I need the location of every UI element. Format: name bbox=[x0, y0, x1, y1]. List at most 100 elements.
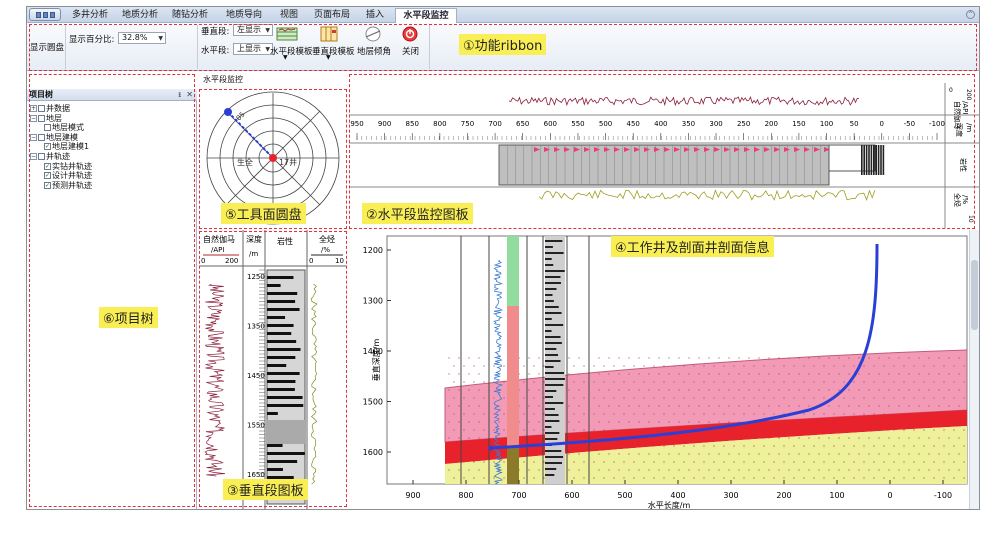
tab-drilling[interactable]: 随钻分析 bbox=[171, 10, 208, 20]
tree-item[interactable]: − 井轨迹 bbox=[30, 152, 70, 161]
layer-dot bbox=[708, 421, 710, 423]
tab-geology[interactable]: 地质分析 bbox=[121, 10, 158, 20]
tree-item[interactable]: + 井数据 bbox=[30, 104, 70, 113]
layer-dot bbox=[598, 405, 600, 407]
layer-dot bbox=[648, 405, 650, 407]
layer-dot bbox=[703, 397, 705, 399]
tree-item[interactable]: − 地层建模 bbox=[30, 133, 78, 142]
layer-dot bbox=[963, 381, 965, 383]
tree-item[interactable]: ✓ 预测井轨迹 bbox=[44, 181, 92, 190]
layer-dot bbox=[753, 413, 755, 415]
collapse-icon[interactable]: − bbox=[30, 114, 37, 122]
layer-dot bbox=[668, 437, 670, 439]
tab-page-layout[interactable]: 页面布局 bbox=[313, 10, 350, 20]
h-full-range-max: 10 bbox=[967, 215, 974, 223]
expand-icon[interactable]: + bbox=[30, 105, 37, 112]
application-menu-button[interactable] bbox=[29, 8, 61, 21]
layer-dot bbox=[643, 461, 645, 463]
section-x-tick-label: 600 bbox=[564, 491, 579, 500]
layer-dot bbox=[543, 429, 545, 431]
tree-item[interactable]: 地层模式 bbox=[44, 123, 84, 132]
layer-dot bbox=[818, 373, 820, 375]
tree-checkbox[interactable] bbox=[44, 124, 51, 132]
section-y-label: 垂直深度/m bbox=[371, 339, 381, 382]
layer-dot bbox=[908, 373, 910, 375]
layer-dot bbox=[543, 477, 545, 479]
tree-checkbox[interactable] bbox=[38, 133, 45, 141]
layer-dot bbox=[808, 357, 810, 359]
layer-dot bbox=[928, 389, 930, 391]
layer-dot bbox=[773, 429, 775, 431]
layer-dot bbox=[768, 437, 770, 439]
layer-dot bbox=[863, 429, 865, 431]
tree-item[interactable]: ✓ 地层建模1 bbox=[44, 142, 89, 151]
layer-dot bbox=[803, 381, 805, 383]
tab-insert[interactable]: 插入 bbox=[365, 10, 384, 20]
layer-dot bbox=[833, 461, 835, 463]
layer-dot bbox=[598, 373, 600, 375]
h-lith-marker bbox=[674, 147, 680, 152]
formation-dip-button[interactable]: 地层倾角 bbox=[355, 25, 391, 61]
layer-dot bbox=[758, 357, 760, 359]
vertical-template-button[interactable]: 垂直段模板 ▼ bbox=[309, 25, 355, 61]
collapse-icon[interactable]: − bbox=[30, 153, 37, 160]
layer-dot bbox=[723, 413, 725, 415]
h-lith-black-bar bbox=[870, 145, 873, 175]
h-full-unit: /% bbox=[961, 195, 969, 204]
layer-dot bbox=[648, 469, 650, 471]
tree-item[interactable]: ✓ 设计井轨迹 bbox=[44, 171, 92, 180]
tab-geosteering[interactable]: 地质导向 bbox=[225, 10, 262, 20]
tree-checkbox[interactable]: ✓ bbox=[44, 143, 51, 151]
tree-checkbox[interactable] bbox=[38, 105, 45, 112]
layer-dot bbox=[623, 365, 625, 367]
layer-dot bbox=[458, 357, 460, 359]
tree-item-label: 地层模式 bbox=[52, 123, 84, 133]
section-scrollbar[interactable] bbox=[969, 230, 979, 509]
layer-dot bbox=[608, 453, 610, 455]
collapse-icon[interactable]: − bbox=[30, 133, 37, 141]
tree-checkbox[interactable]: ✓ bbox=[44, 181, 51, 189]
tree-checkbox[interactable]: ✓ bbox=[44, 172, 51, 180]
layer-dot bbox=[888, 389, 890, 391]
tab-horizontal-monitor[interactable]: 水平段监控 bbox=[395, 8, 457, 23]
section-lith-bar bbox=[545, 246, 553, 248]
help-icon[interactable]: ^ bbox=[966, 10, 975, 19]
layer-dot bbox=[908, 437, 910, 439]
layer-dot bbox=[638, 357, 640, 359]
layer-dot bbox=[878, 373, 880, 375]
layer-dot bbox=[668, 389, 670, 391]
scrollbar-thumb[interactable] bbox=[971, 260, 978, 330]
layer-dot bbox=[938, 405, 940, 407]
layer-dot bbox=[948, 437, 950, 439]
layer-dot bbox=[893, 429, 895, 431]
v-lith-bar bbox=[267, 316, 286, 319]
layer-dot bbox=[923, 429, 925, 431]
h-lith-marker bbox=[634, 147, 640, 152]
layer-dot bbox=[473, 461, 475, 463]
layer-dot bbox=[473, 365, 475, 367]
pin-icon[interactable]: ᵻ bbox=[178, 90, 182, 99]
horizontal-template-button[interactable]: 水平段模板 ▼ bbox=[270, 25, 313, 61]
tree-checkbox[interactable] bbox=[38, 114, 45, 122]
tree-item[interactable]: ✓ 实钻井轨迹 bbox=[44, 162, 92, 171]
layer-dot bbox=[503, 365, 505, 367]
close-button[interactable]: 关闭 bbox=[395, 25, 425, 61]
horizontal-select[interactable]: 上显示 ▼ bbox=[233, 43, 273, 55]
tree-item[interactable]: − 地层 bbox=[30, 114, 62, 123]
layer-dot bbox=[693, 461, 695, 463]
h-gr-label: 自然伽马 bbox=[953, 101, 962, 129]
layer-dot bbox=[618, 373, 620, 375]
tree-checkbox[interactable]: ✓ bbox=[44, 162, 51, 170]
tree-checkbox[interactable] bbox=[38, 153, 45, 160]
close-icon[interactable]: ✕ bbox=[186, 90, 193, 99]
disk-region-outline bbox=[199, 89, 347, 229]
percent-select[interactable]: 32.8% ▼ bbox=[118, 32, 166, 44]
tab-multiwell[interactable]: 多井分析 bbox=[71, 10, 108, 20]
layer-dot bbox=[833, 365, 835, 367]
show-disk-button[interactable]: 显示圆盘 bbox=[30, 43, 65, 53]
layer-dot bbox=[633, 461, 635, 463]
layer-dot bbox=[773, 445, 775, 447]
layer-dot bbox=[523, 413, 525, 415]
tab-view[interactable]: 视图 bbox=[279, 10, 298, 20]
layer-dot bbox=[453, 429, 455, 431]
